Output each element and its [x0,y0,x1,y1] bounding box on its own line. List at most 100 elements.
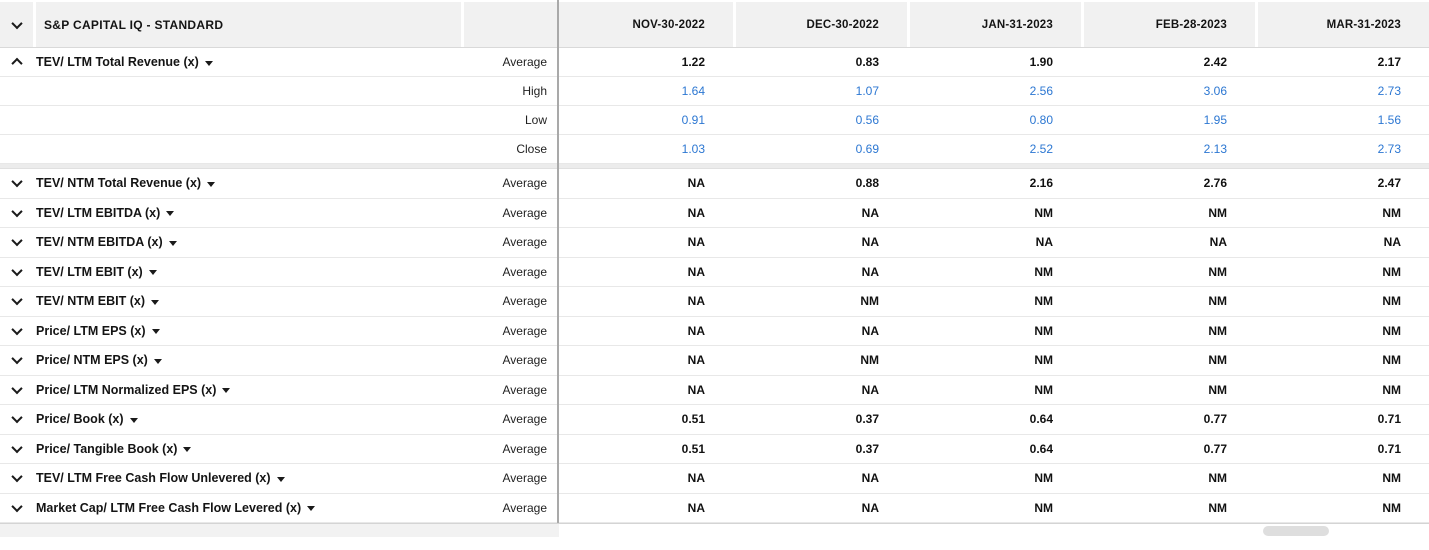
value-cell: NA [861,264,879,279]
header-gap [461,2,464,47]
value-link[interactable]: 0.56 [855,113,879,127]
value-cell: 0.64 [1029,441,1053,456]
collapse-all-button[interactable] [0,2,33,47]
collapse-group-button[interactable] [0,57,33,70]
metric-label[interactable]: TEV/ NTM Total Revenue (x) [33,176,459,190]
metric-label-text: TEV/ LTM EBIT (x) [36,264,143,279]
table-header-left: S&P CAPITAL IQ - STANDARD [0,2,559,47]
value-cell: NA [861,471,879,486]
value-link[interactable]: 1.07 [855,84,879,98]
metric-label[interactable]: TEV/ LTM EBITDA (x) [33,206,459,220]
chevron-down-icon [10,294,23,306]
value-cell: 0.83 [855,55,879,69]
value-link[interactable]: 2.73 [1377,142,1401,156]
metric-label[interactable]: TEV/ LTM EBIT (x) [33,265,459,279]
value-cell: 0.64 [1029,412,1053,427]
expand-group-button[interactable] [0,294,33,306]
expand-group-button[interactable] [0,471,33,483]
value-link[interactable]: 1.64 [681,84,705,98]
table-row: TEV/ LTM EBITDA (x) Average NA NA NM NM NM [0,198,1429,228]
table-title: S&P CAPITAL IQ - STANDARD [36,2,461,47]
metric-label-text: TEV/ NTM Total Revenue (x) [36,176,202,191]
table-row: TEV/ LTM Free Cash Flow Unlevered (x) Ave… [0,464,1429,494]
stat-label: High [522,84,547,98]
value-cell: NA [687,294,705,309]
value-cell: 2.42 [1203,55,1227,69]
metric-label-text: TEV/ NTM EBITDA (x) [36,235,163,250]
value-link[interactable]: 1.03 [681,142,705,156]
expand-group-button[interactable] [0,382,33,394]
caret-down-icon [276,476,285,482]
value-link[interactable]: 2.56 [1029,84,1053,98]
caret-down-icon [166,211,175,217]
expand-group-button[interactable] [0,412,33,424]
group-separator-band [0,164,1429,169]
value-cell: 0.88 [855,176,879,191]
value-cell: 0.71 [1377,412,1401,427]
value-cell: 0.71 [1377,441,1401,456]
value-cell: NM [1382,323,1401,338]
metric-label[interactable]: TEV/ LTM Total Revenue (x) [33,55,459,69]
chevron-down-icon [10,235,23,247]
value-cell: 2.16 [1029,176,1053,191]
stat-label: Average [502,353,547,368]
metric-label[interactable]: TEV/ LTM Free Cash Flow Unlevered (x) [33,471,459,485]
value-cell: NM [1034,500,1053,515]
row-left-panel: TEV/ LTM Free Cash Flow Unlevered (x) Ave… [0,464,559,493]
metric-label[interactable]: Market Cap/ LTM Free Cash Flow Levered (… [33,501,459,515]
metric-label[interactable]: TEV/ NTM EBITDA (x) [33,235,459,249]
expand-group-button[interactable] [0,353,33,365]
chevron-down-icon [10,500,23,512]
value-cell: NM [1382,353,1401,368]
metric-label[interactable]: Price/ Book (x) [33,412,459,426]
metric-label[interactable]: TEV/ NTM EBIT (x) [33,294,459,308]
row-left-panel: Close [0,135,559,163]
row-left-panel: Price/ NTM EPS (x) Average [0,346,559,375]
value-cell: NM [1208,500,1227,515]
metric-label[interactable]: Price/ NTM EPS (x) [33,353,459,367]
caret-down-icon [151,299,160,305]
value-cell: NM [860,353,879,368]
value-link[interactable]: 0.69 [855,142,879,156]
value-cell: 0.51 [681,441,705,456]
metric-label[interactable]: Price/ LTM EPS (x) [33,324,459,338]
expand-group-button[interactable] [0,441,33,453]
chevron-down-icon [10,176,23,188]
value-cell: NM [1208,205,1227,220]
row-left-panel: Low [0,106,559,134]
value-cell: NM [1034,471,1053,486]
metric-label[interactable]: Price/ LTM Normalized EPS (x) [33,383,459,397]
table-row: High 1.64 1.07 2.56 3.06 2.73 [0,77,1429,106]
value-cell: NM [1034,294,1053,309]
value-link[interactable]: 2.73 [1377,84,1401,98]
metric-label-text: TEV/ LTM Total Revenue (x) [36,55,199,69]
table-row: Close 1.03 0.69 2.52 2.13 2.73 [0,135,1429,164]
value-link[interactable]: 1.95 [1203,113,1227,127]
expand-group-button[interactable] [0,500,33,512]
metric-label-text: Price/ LTM Normalized EPS (x) [36,382,217,397]
expand-group-button[interactable] [0,176,33,188]
value-link[interactable]: 2.52 [1029,142,1053,156]
value-cell: NM [860,294,879,309]
expand-group-button[interactable] [0,264,33,276]
value-cell: NM [1382,294,1401,309]
metric-label-text: TEV/ NTM EBIT (x) [36,294,146,309]
metric-label[interactable]: Price/ Tangible Book (x) [33,442,459,456]
value-link[interactable]: 0.80 [1029,113,1053,127]
value-link[interactable]: 2.13 [1203,142,1227,156]
value-cell: 0.37 [855,441,879,456]
expand-group-button[interactable] [0,205,33,217]
value-link[interactable]: 3.06 [1203,84,1227,98]
stat-label: Average [502,412,547,427]
metric-label-text: TEV/ LTM Free Cash Flow Unlevered (x) [36,471,271,486]
chevron-down-icon [10,205,23,217]
expand-group-button[interactable] [0,323,33,335]
caret-down-icon [204,60,213,66]
expand-group-button[interactable] [0,235,33,247]
value-link[interactable]: 0.91 [681,113,705,127]
row-left-panel: Price/ LTM EPS (x) Average [0,317,559,346]
horizontal-scrollbar-thumb[interactable] [1263,526,1329,536]
value-cell: NA [687,500,705,515]
value-link[interactable]: 1.56 [1377,113,1401,127]
stat-label: Average [502,382,547,397]
